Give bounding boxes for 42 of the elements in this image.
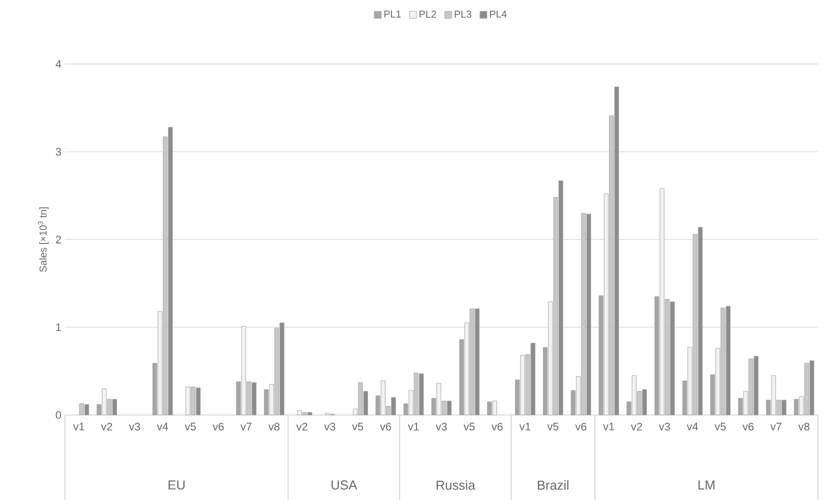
x-tick-label: v5 bbox=[352, 422, 364, 430]
x-tick-label: v4 bbox=[686, 422, 698, 430]
x-tick-label: v3 bbox=[658, 422, 670, 431]
legend-label: PL1 bbox=[384, 10, 401, 18]
legend-label: PL3 bbox=[454, 10, 472, 18]
y-tick-label: 1 bbox=[56, 323, 61, 332]
text: USA bbox=[332, 480, 358, 490]
x-tick-label: v1 bbox=[603, 422, 614, 430]
x-tick-label: v2 bbox=[101, 422, 112, 430]
x-tick-label: v5 bbox=[464, 422, 475, 430]
x-tick-label: v6 bbox=[492, 422, 503, 431]
x-tick-label: v4 bbox=[156, 422, 168, 430]
x-tick-label: v8 bbox=[268, 422, 280, 431]
x-tick-label: v6 bbox=[380, 422, 392, 431]
text: Brazil bbox=[538, 480, 568, 490]
y-tick-label: 3 bbox=[56, 148, 61, 156]
x-tick-label: v6 bbox=[575, 422, 586, 431]
x-tick-label: v7 bbox=[770, 422, 782, 430]
y-tick-label: 2 bbox=[56, 236, 61, 244]
x-tick-label: v1 bbox=[73, 422, 84, 430]
x-tick-label: v3 bbox=[324, 422, 336, 431]
x-tick-label: v3 bbox=[128, 422, 140, 431]
x-tick-label: v8 bbox=[798, 422, 810, 431]
x-tick-label: v3 bbox=[436, 422, 447, 431]
x-tick-label: v2 bbox=[296, 422, 308, 430]
y-tick-label: 4 bbox=[56, 60, 62, 68]
legend-label: PL4 bbox=[490, 10, 507, 18]
y-tick-label: 0 bbox=[56, 411, 62, 419]
x-tick-label: v1 bbox=[519, 422, 530, 430]
text: Russia bbox=[436, 480, 476, 490]
x-tick-label: v5 bbox=[547, 422, 558, 430]
text: LM bbox=[698, 480, 714, 490]
legend-label: PL2 bbox=[420, 10, 436, 18]
y-axis-title: Sales [×10$^{3}$ tn] bbox=[38, 207, 49, 272]
x-tick-label: v1 bbox=[408, 422, 419, 430]
text: EU bbox=[168, 480, 185, 490]
x-tick-label: v5 bbox=[184, 422, 196, 430]
x-tick-label: v7 bbox=[240, 422, 252, 430]
x-tick-label: v6 bbox=[742, 422, 754, 431]
x-tick-label: v6 bbox=[212, 422, 224, 431]
x-tick-label: v5 bbox=[714, 422, 726, 430]
x-tick-label: v2 bbox=[630, 422, 642, 430]
